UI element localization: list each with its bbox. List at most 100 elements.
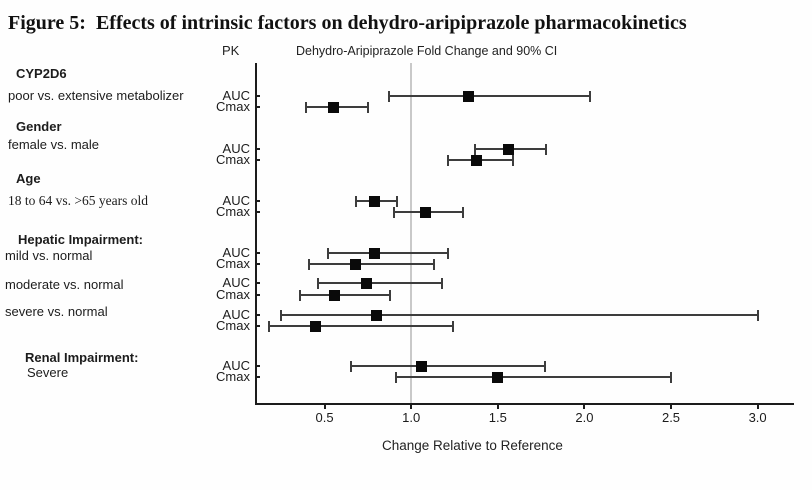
ci-cap-high (670, 372, 672, 383)
point-estimate-marker (350, 258, 362, 270)
x-tick-label: 1.0 (402, 410, 421, 425)
comparison-label: 18 to 64 vs. >65 years old (8, 193, 148, 208)
pk-row-label: AUC (222, 307, 250, 322)
ci-whisker (281, 314, 758, 316)
ci-cap-low (349, 361, 352, 372)
comparison-label: moderate vs. normal (5, 277, 124, 292)
forest-plot-area: 0.5 1.0 1.5 2.0 2.5 3.0 (255, 63, 794, 425)
ci-whisker (350, 365, 545, 367)
x-tick (670, 403, 672, 409)
ci-cap-low (280, 310, 283, 321)
point-estimate-marker (369, 195, 381, 207)
point-estimate-marker (471, 154, 483, 166)
y-row-tick (255, 294, 260, 296)
ci-whisker (388, 95, 590, 97)
ci-cap-high (441, 278, 444, 289)
ci-cap-high (396, 196, 399, 207)
ci-cap-low (474, 144, 477, 155)
group-heading: CYP2D6 (16, 66, 67, 81)
point-estimate-marker (310, 320, 322, 332)
group-heading: Gender (16, 119, 62, 134)
point-estimate-marker (502, 143, 514, 155)
y-row-tick (255, 365, 260, 367)
pk-row-label: AUC (222, 141, 250, 156)
x-tick (583, 403, 586, 409)
pk-row-label: AUC (222, 358, 250, 373)
plot-subtitle: Dehydro-Aripiprazole Fold Change and 90%… (296, 44, 558, 58)
pk-row-label: Cmax (216, 99, 250, 114)
comparison-label: poor vs. extensive metabolizer (8, 88, 184, 103)
point-estimate-marker (371, 309, 383, 321)
y-row-tick (255, 325, 260, 327)
ci-cap-low (446, 155, 449, 166)
point-estimate-marker (327, 101, 339, 113)
point-estimate-marker (329, 289, 341, 301)
point-estimate-marker (369, 247, 381, 259)
point-estimate-marker (492, 371, 504, 383)
ci-cap-high (543, 361, 546, 372)
ci-cap-high (432, 259, 435, 270)
ci-cap-low (392, 207, 395, 218)
y-row-tick (255, 95, 260, 97)
ci-whisker (317, 282, 443, 284)
x-tick (323, 403, 326, 409)
x-tick-label: 0.5 (315, 410, 334, 425)
pk-row-label: Cmax (216, 256, 250, 271)
comparison-label: female vs. male (8, 137, 100, 152)
ci-cap-high (588, 91, 591, 102)
pk-column-header: PK (222, 43, 240, 58)
ci-cap-low (268, 321, 271, 332)
group-heading: Renal Impairment: (25, 350, 139, 365)
y-row-tick (255, 314, 260, 316)
x-tick (410, 403, 413, 409)
comparison-label: Severe (27, 365, 69, 380)
ci-cap-low (304, 102, 307, 113)
ci-cap-high (545, 144, 548, 155)
ci-cap-high (366, 102, 369, 113)
pk-row-label: Cmax (216, 369, 250, 384)
pk-row-label: Cmax (216, 318, 250, 333)
ci-whisker (328, 252, 448, 254)
ci-whisker (308, 263, 434, 265)
pk-row-label: AUC (222, 193, 250, 208)
ci-cap-high (389, 290, 392, 301)
x-tick-label: 2.5 (661, 410, 681, 425)
ci-cap-low (327, 248, 330, 259)
pk-row-label: Cmax (216, 152, 250, 167)
group-heading: Age (16, 171, 41, 186)
comparison-label: severe vs. normal (5, 304, 108, 319)
ci-whisker (395, 376, 671, 378)
ci-cap-low (316, 278, 319, 289)
reference-line (410, 63, 413, 403)
y-row-tick (255, 263, 260, 265)
pk-row-label: AUC (222, 88, 250, 103)
x-tick-label: 1.5 (488, 410, 507, 425)
point-estimate-marker (360, 277, 372, 289)
x-tick (756, 403, 759, 409)
ci-cap-low (387, 91, 390, 102)
ci-cap-low (307, 259, 310, 270)
pk-row-label: AUC (222, 275, 250, 290)
ci-cap-high (756, 310, 759, 321)
x-tick (496, 403, 499, 409)
ci-cap-low (354, 196, 357, 207)
ci-cap-high (446, 248, 449, 259)
point-estimate-marker (419, 206, 431, 218)
ci-cap-high (512, 155, 515, 166)
point-estimate-marker (416, 360, 428, 372)
pk-row-label: Cmax (216, 287, 250, 302)
pk-row-label: AUC (222, 245, 250, 260)
pk-row-label: Cmax (216, 204, 250, 219)
y-row-tick (255, 376, 260, 378)
point-estimate-marker (462, 90, 474, 102)
ci-cap-high (451, 321, 454, 332)
figure-title: Figure 5: Effects of intrinsic factors o… (8, 12, 687, 34)
y-row-tick (255, 159, 260, 161)
ci-cap-high (462, 207, 465, 218)
ci-cap-low (394, 372, 397, 383)
x-tick-label: 2.0 (575, 410, 594, 425)
group-heading: Hepatic Impairment: (18, 232, 143, 247)
ci-whisker (269, 325, 453, 327)
